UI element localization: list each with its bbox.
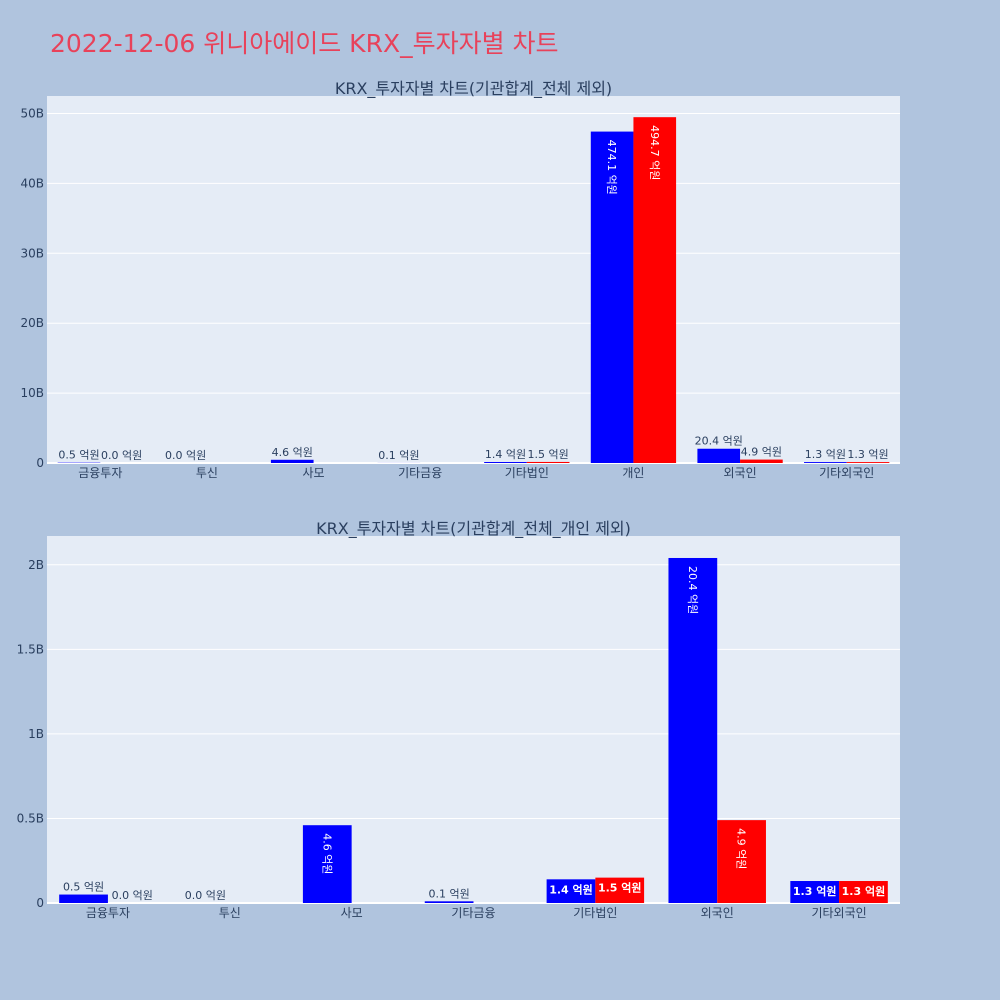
bar-data-label: 1.4 억원 bbox=[549, 882, 593, 896]
y-tick-label: 50B bbox=[20, 106, 44, 120]
x-tick-label: 기타외국인 bbox=[819, 466, 874, 480]
bar-data-label: 0.1 억원 bbox=[429, 887, 470, 900]
page-title: 2022-12-06 위니아에이드 KRX_투자자별 차트 bbox=[50, 29, 559, 58]
bar bbox=[270, 459, 314, 463]
x-tick-label: 개인 bbox=[622, 466, 644, 480]
bar bbox=[546, 879, 596, 903]
x-tick-label: 금융투자 bbox=[86, 906, 130, 920]
x-tick-label: 사모 bbox=[303, 466, 325, 480]
bar bbox=[633, 117, 677, 463]
x-tick-label: 외국인 bbox=[701, 906, 734, 920]
bar bbox=[697, 448, 741, 463]
x-tick-label: 기타법인 bbox=[573, 906, 617, 920]
bar-data-label: 1.3 억원 bbox=[793, 884, 837, 898]
x-tick-label: 투신 bbox=[196, 466, 218, 480]
y-tick-label: 1.5B bbox=[17, 642, 44, 656]
bar-data-label: 1.5 억원 bbox=[528, 448, 569, 461]
bar-data-label: 4.9 억원 bbox=[735, 828, 748, 869]
bar bbox=[595, 877, 645, 903]
y-tick-label: 40B bbox=[20, 176, 44, 190]
chart-2: 0 0.5B 1B 1.5B 2B KRX_투자자별 차트(기관합계_전체_개인 제외) 금… bbox=[17, 519, 900, 920]
y-tick-label: 0 bbox=[36, 896, 44, 910]
bar-data-label: 20.4 억원 bbox=[686, 566, 699, 614]
x-tick-label: 금융투자 bbox=[78, 466, 122, 480]
y-tick-label: 0 bbox=[36, 456, 44, 470]
bar-data-label: 0.0 억원 bbox=[185, 889, 226, 902]
bar-data-label: 474.1 억원 bbox=[605, 140, 618, 195]
bar bbox=[804, 462, 847, 463]
bar-data-label: 4.9 억원 bbox=[741, 446, 782, 459]
bar-data-label: 20.4 억원 bbox=[695, 435, 743, 448]
bar bbox=[424, 901, 474, 903]
bar-data-label: 494.7 억원 bbox=[648, 125, 661, 180]
chart-1: 0 10B 20B 30B 40B 50B KRX_투자자별 차트(기관합계_전체 제외) 금… bbox=[20, 79, 900, 480]
bar-data-label: 0.5 억원 bbox=[58, 449, 99, 462]
bar-data-label: 0.0 억원 bbox=[165, 449, 206, 462]
x-tick-label: 기타금융 bbox=[451, 906, 495, 920]
bar bbox=[846, 462, 890, 463]
bar-data-label: 1.3 억원 bbox=[847, 448, 888, 461]
bar bbox=[590, 131, 634, 463]
bar-data-label: 0.5 억원 bbox=[63, 881, 104, 894]
chart-title: KRX_투자자별 차트(기관합계_전체 제외) bbox=[335, 79, 612, 99]
y-tick-label: 10B bbox=[20, 386, 44, 400]
x-tick-label: 기타금융 bbox=[398, 466, 442, 480]
x-tick-label: 외국인 bbox=[724, 466, 757, 480]
chart-title: KRX_투자자별 차트(기관합계_전체_개인 제외) bbox=[316, 519, 631, 539]
bar-data-label: 1.3 억원 bbox=[805, 448, 846, 461]
plot-area bbox=[47, 96, 900, 463]
y-tick-label: 2B bbox=[28, 558, 44, 572]
bar bbox=[484, 462, 527, 463]
bar bbox=[59, 894, 108, 903]
bar-data-label: 1.4 억원 bbox=[485, 448, 526, 461]
bar bbox=[740, 459, 783, 463]
bar bbox=[668, 557, 718, 903]
y-tick-label: 0.5B bbox=[17, 811, 44, 825]
bar-data-label: 4.6 억원 bbox=[320, 833, 333, 874]
bar-data-label: 1.5 억원 bbox=[598, 881, 642, 895]
x-tick-label: 기타외국인 bbox=[811, 906, 866, 920]
bar-data-label: 0.1 억원 bbox=[378, 449, 419, 462]
bar bbox=[526, 461, 570, 463]
bar-data-label: 1.3 억원 bbox=[842, 884, 886, 898]
bar-data-label: 0.0 억원 bbox=[112, 889, 153, 902]
bar bbox=[717, 820, 766, 903]
bar bbox=[839, 881, 888, 903]
y-tick-label: 20B bbox=[20, 316, 44, 330]
bar-data-label: 4.6 억원 bbox=[272, 446, 313, 459]
bar-data-label: 0.0 억원 bbox=[101, 449, 142, 462]
bar bbox=[302, 825, 352, 903]
y-tick-label: 30B bbox=[20, 246, 44, 260]
x-tick-label: 투신 bbox=[219, 906, 241, 920]
x-tick-label: 기타법인 bbox=[505, 466, 549, 480]
bar bbox=[790, 881, 840, 903]
plot-area bbox=[47, 536, 900, 903]
x-tick-label: 사모 bbox=[341, 906, 363, 920]
y-tick-label: 1B bbox=[28, 727, 44, 741]
